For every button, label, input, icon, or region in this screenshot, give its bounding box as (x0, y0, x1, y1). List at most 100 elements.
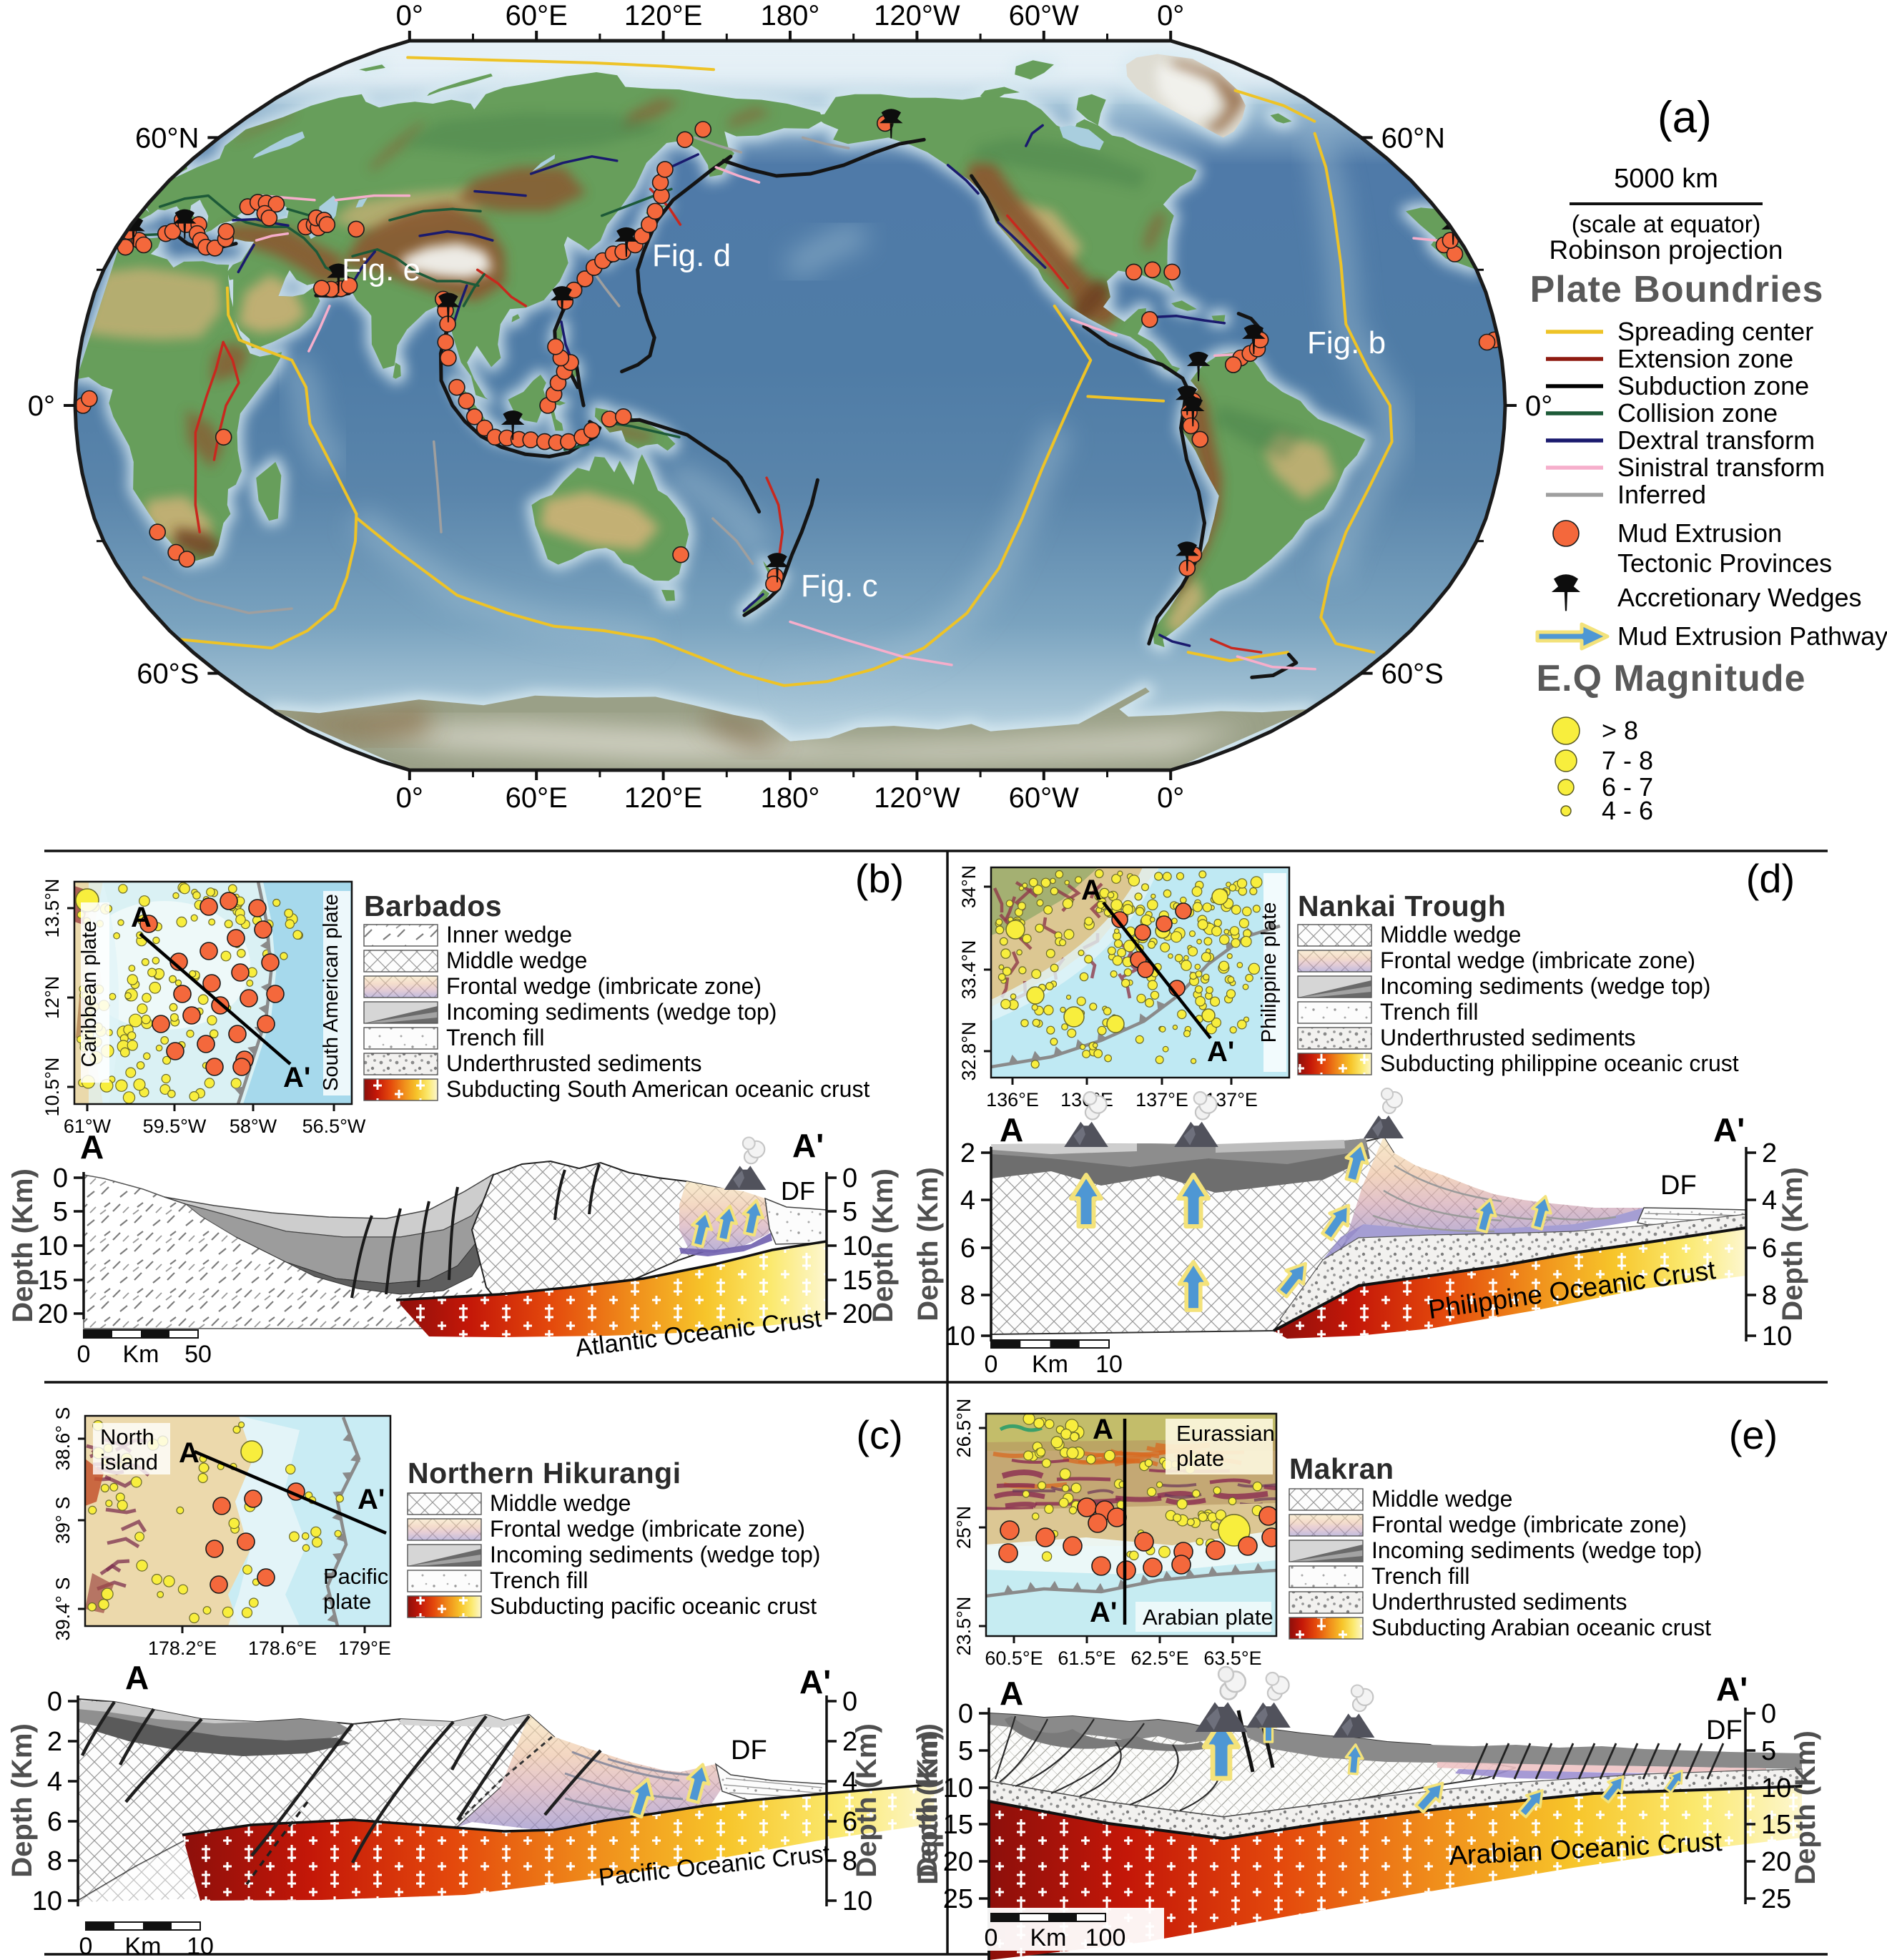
svg-text:10: 10 (945, 1321, 975, 1351)
svg-text:8: 8 (960, 1281, 975, 1311)
svg-text:North: North (100, 1424, 154, 1449)
svg-text:Incoming sediments (wedge top): Incoming sediments (wedge top) (1380, 973, 1710, 999)
svg-text:DF: DF (1706, 1715, 1743, 1745)
svg-text:Km: Km (123, 1341, 159, 1368)
svg-text:Extension zone: Extension zone (1617, 344, 1793, 373)
svg-text:A: A (1000, 1111, 1023, 1148)
svg-text:2: 2 (1762, 1138, 1777, 1168)
svg-text:E.Q Magnitude: E.Q Magnitude (1537, 658, 1806, 699)
svg-text:Middle wedge: Middle wedge (446, 947, 587, 973)
svg-text:25: 25 (1761, 1884, 1791, 1914)
svg-text:plate: plate (1176, 1446, 1224, 1471)
svg-text:A: A (179, 1437, 199, 1469)
svg-text:Fig. d: Fig. d (652, 238, 731, 273)
svg-text:Middle wedge: Middle wedge (1380, 922, 1521, 947)
svg-text:Depth (Km): Depth (Km) (6, 1723, 38, 1878)
svg-text:56.5°W: 56.5°W (302, 1116, 366, 1137)
svg-text:Mud Extrusion Pathway: Mud Extrusion Pathway (1617, 621, 1887, 651)
svg-text:2: 2 (47, 1727, 62, 1757)
svg-text:4: 4 (960, 1186, 975, 1216)
svg-text:10: 10 (842, 1231, 872, 1261)
svg-text:20: 20 (1761, 1847, 1791, 1877)
svg-text:60°N: 60°N (135, 122, 199, 154)
svg-text:34°N: 34°N (958, 865, 980, 908)
svg-text:120°E: 120°E (624, 782, 702, 814)
svg-text:7 - 8: 7 - 8 (1602, 746, 1653, 775)
svg-text:8: 8 (1762, 1281, 1777, 1311)
svg-text:0: 0 (47, 1687, 62, 1717)
svg-text:Subducting Arabian oceanic cru: Subducting Arabian oceanic crust (1371, 1615, 1711, 1640)
svg-text:23.5°N: 23.5°N (953, 1597, 975, 1656)
svg-text:Caribbean plate: Caribbean plate (78, 921, 101, 1068)
svg-text:5: 5 (1761, 1736, 1776, 1766)
svg-text:26.5°N: 26.5°N (953, 1399, 975, 1458)
svg-text:32.8°N: 32.8°N (958, 1022, 980, 1081)
svg-text:120°E: 120°E (624, 0, 702, 31)
svg-text:(c): (c) (856, 1412, 902, 1457)
svg-text:Arabian plate: Arabian plate (1143, 1605, 1273, 1630)
svg-text:Dextral transform: Dextral transform (1617, 425, 1815, 455)
svg-text:(scale at equator): (scale at equator) (1572, 211, 1761, 238)
svg-text:A': A' (1713, 1111, 1745, 1148)
svg-text:Incoming sediments (wedge top): Incoming sediments (wedge top) (490, 1542, 820, 1567)
svg-text:4: 4 (1762, 1186, 1777, 1216)
svg-text:Fig. c: Fig. c (801, 568, 878, 604)
svg-text:Trench fill: Trench fill (490, 1567, 588, 1593)
svg-text:Incoming sediments (wedge top): Incoming sediments (wedge top) (446, 999, 777, 1025)
svg-text:Km: Km (1030, 1924, 1067, 1951)
svg-text:178.2°E: 178.2°E (148, 1638, 217, 1659)
svg-text:A': A' (283, 1062, 310, 1093)
svg-text:0: 0 (842, 1687, 857, 1717)
svg-text:6: 6 (960, 1233, 975, 1264)
svg-text:A': A' (799, 1663, 831, 1700)
svg-text:Tectonic Provinces: Tectonic Provinces (1617, 548, 1832, 578)
svg-text:5: 5 (958, 1736, 973, 1766)
svg-text:Subducting philippine oceanic: Subducting philippine oceanic crust (1380, 1050, 1739, 1076)
svg-text:0°: 0° (1157, 0, 1184, 31)
svg-text:South American plate: South American plate (320, 894, 343, 1091)
svg-text:DF: DF (731, 1735, 767, 1766)
svg-text:Km: Km (125, 1933, 162, 1960)
svg-text:10: 10 (187, 1933, 214, 1960)
svg-text:60.5°E: 60.5°E (985, 1648, 1043, 1669)
svg-text:Makran: Makran (1289, 1452, 1394, 1485)
svg-text:Subducting South American ocea: Subducting South American oceanic crust (446, 1076, 869, 1102)
svg-text:0°: 0° (1157, 782, 1184, 814)
svg-text:Depth (Km): Depth (Km) (912, 1730, 944, 1885)
svg-text:61.5°E: 61.5°E (1058, 1648, 1115, 1669)
svg-text:(a): (a) (1657, 93, 1712, 142)
svg-text:5: 5 (53, 1197, 68, 1227)
svg-text:10: 10 (1762, 1321, 1792, 1351)
svg-text:60°E: 60°E (506, 782, 568, 814)
svg-text:0: 0 (79, 1933, 93, 1960)
svg-text:4 - 6: 4 - 6 (1602, 796, 1653, 825)
svg-text:15: 15 (943, 1810, 973, 1840)
svg-text:10: 10 (943, 1773, 973, 1803)
svg-text:A: A (1000, 1675, 1023, 1712)
svg-text:15: 15 (38, 1266, 68, 1296)
svg-text:25°N: 25°N (953, 1506, 975, 1549)
svg-text:10: 10 (1095, 1351, 1123, 1378)
svg-text:180°: 180° (761, 0, 820, 31)
svg-text:DF: DF (1660, 1171, 1697, 1201)
svg-text:8: 8 (47, 1846, 62, 1876)
svg-text:Fig. e: Fig. e (342, 252, 420, 287)
svg-text:Subduction zone: Subduction zone (1617, 371, 1809, 400)
svg-text:8: 8 (842, 1846, 857, 1876)
svg-text:0: 0 (958, 1699, 973, 1729)
svg-text:120°W: 120°W (874, 0, 960, 31)
svg-text:Subducting pacific oceanic cru: Subducting pacific oceanic crust (490, 1593, 817, 1619)
svg-text:15: 15 (1761, 1810, 1791, 1840)
svg-text:136°E: 136°E (986, 1089, 1039, 1110)
svg-text:58°W: 58°W (230, 1116, 277, 1137)
svg-text:12°N: 12°N (41, 976, 63, 1019)
svg-text:Robinson projection: Robinson projection (1549, 235, 1783, 265)
svg-text:Spreading center: Spreading center (1617, 317, 1813, 346)
svg-text:5000 km: 5000 km (1614, 164, 1718, 194)
svg-text:33.4°N: 33.4°N (958, 940, 980, 1000)
svg-text:0: 0 (1761, 1699, 1776, 1729)
svg-text:0°: 0° (28, 390, 55, 422)
svg-text:100: 100 (1085, 1924, 1126, 1951)
svg-text:10: 10 (38, 1231, 68, 1261)
svg-text:2: 2 (960, 1138, 975, 1168)
